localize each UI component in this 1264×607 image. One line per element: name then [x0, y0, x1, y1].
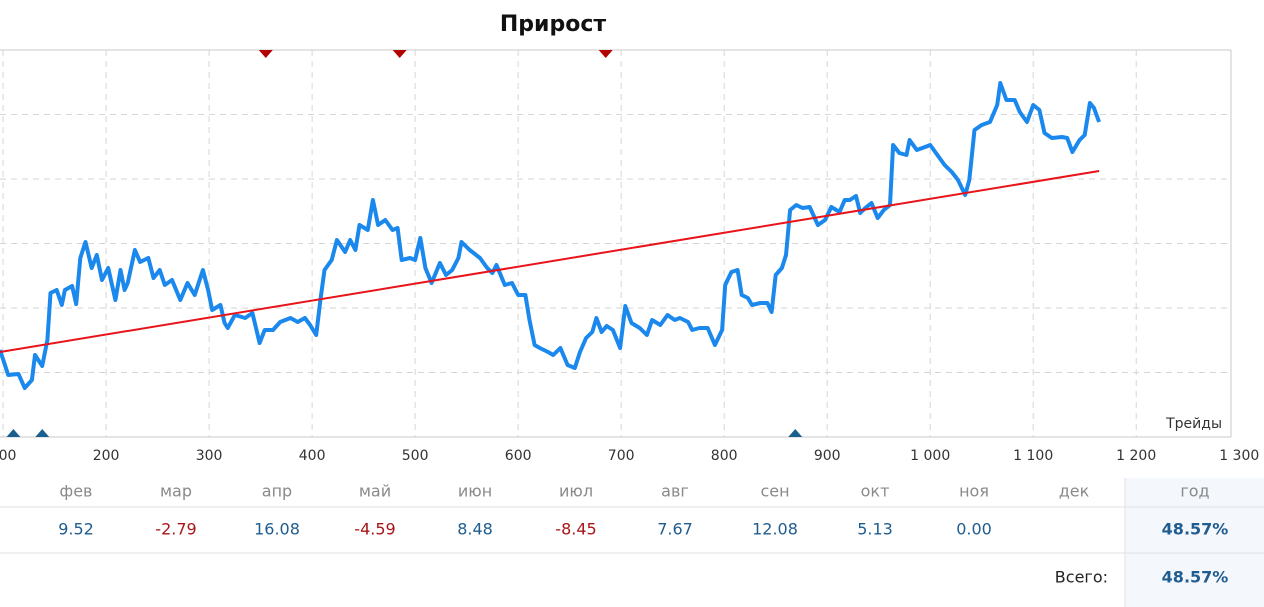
month-header: дек [1059, 482, 1090, 501]
x-tick-label: 200 [93, 448, 120, 464]
month-value: -8.45 [555, 520, 596, 539]
month-value: 8.48 [457, 520, 493, 539]
x-tick-label: 400 [299, 448, 326, 464]
month-header: июн [458, 482, 492, 501]
x-tick-label: 600 [505, 448, 532, 464]
month-value: -4.59 [354, 520, 395, 539]
month-value: -2.79 [155, 520, 196, 539]
month-header: фев [60, 482, 93, 501]
event-marker [35, 429, 50, 437]
x-tick-label: 300 [196, 448, 223, 464]
x-tick-label: 100 [0, 448, 16, 464]
x-tick-label: 500 [402, 448, 429, 464]
month-value: 5.13 [857, 520, 893, 539]
month-header: сен [760, 482, 789, 501]
month-value: 12.08 [752, 520, 798, 539]
x-tick-label: 1 000 [910, 448, 950, 464]
month-header: авг [661, 482, 689, 501]
x-tick-label: 900 [814, 448, 841, 464]
month-header: май [359, 482, 391, 501]
growth-line [0, 81, 1101, 390]
year-column-bg [1125, 478, 1264, 607]
month-value: 0.00 [956, 520, 992, 539]
month-value: 9.52 [58, 520, 94, 539]
month-header: окт [861, 482, 890, 501]
event-marker [598, 50, 613, 58]
event-marker [788, 429, 803, 437]
month-header: мар [160, 482, 192, 501]
x-tick-label: 700 [608, 448, 635, 464]
x-tick-label: 1 300 [1219, 448, 1259, 464]
month-header: год [1180, 482, 1209, 501]
trend-line [0, 170, 1100, 353]
x-tick-label: 1 100 [1013, 448, 1053, 464]
x-tick-label: 800 [711, 448, 738, 464]
month-header: апр [262, 482, 292, 501]
total-value: 48.57% [1162, 568, 1229, 587]
event-marker [6, 429, 21, 437]
x-tick-label: 1 200 [1116, 448, 1156, 464]
month-value: 16.08 [254, 520, 300, 539]
event-marker [258, 50, 273, 58]
year-value: 48.57% [1162, 520, 1229, 539]
month-value: 7.67 [657, 520, 693, 539]
month-header: ноя [959, 482, 989, 501]
x-axis-label: Трейды [1165, 416, 1222, 432]
event-marker [392, 50, 407, 58]
month-header: июл [559, 482, 593, 501]
total-label: Всего: [1055, 568, 1108, 587]
chart-title: Прирост [500, 12, 606, 37]
